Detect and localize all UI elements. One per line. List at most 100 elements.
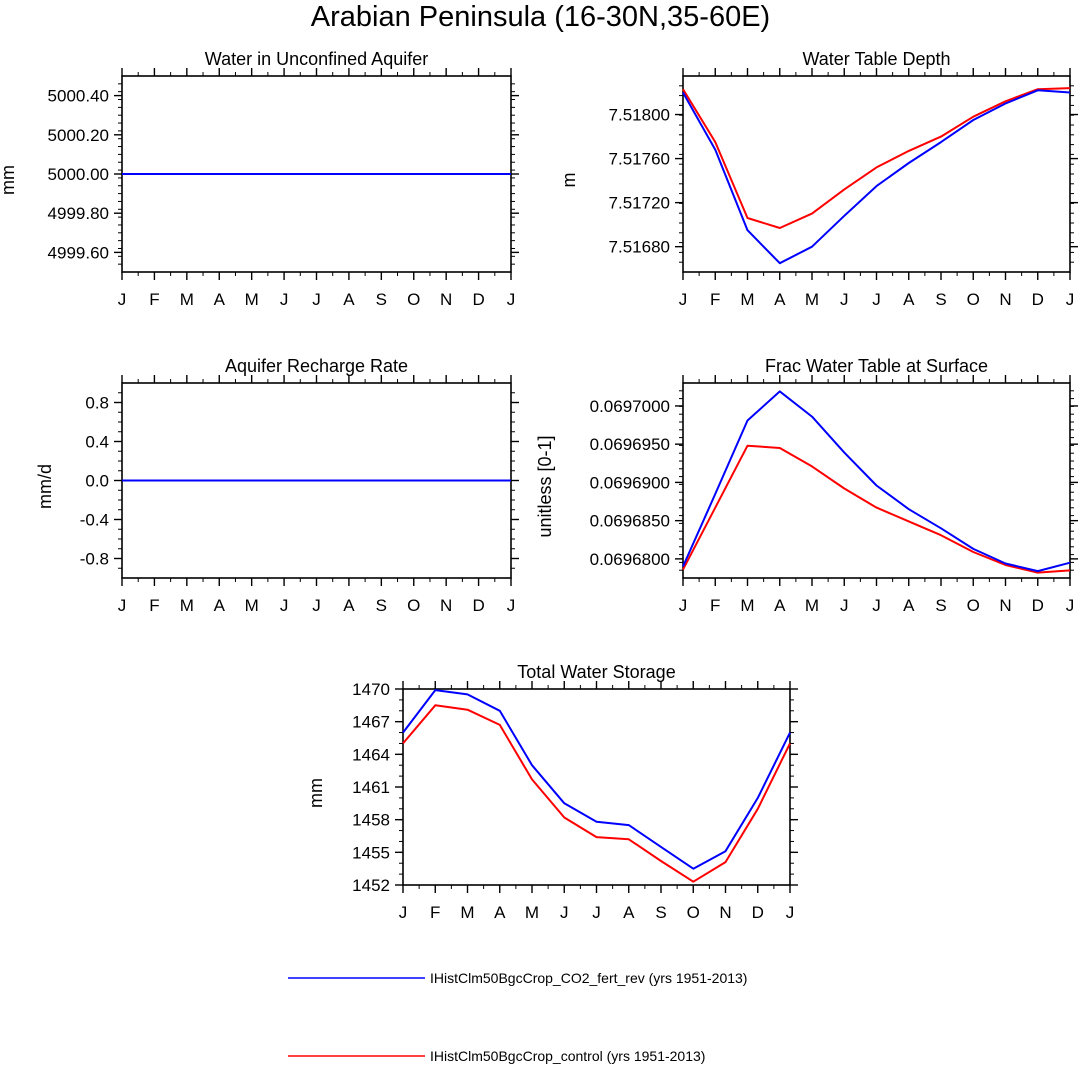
x-tick-label: O xyxy=(407,596,420,615)
y-tick-label: 1458 xyxy=(352,811,390,830)
x-tick-label: J xyxy=(1066,596,1075,615)
x-tick-label: O xyxy=(967,596,980,615)
x-tick-label: S xyxy=(655,903,666,922)
series-line-1 xyxy=(402,689,791,870)
y-tick-label: 0.0696900 xyxy=(590,473,670,492)
x-tick-label: A xyxy=(774,290,786,309)
legend-label-1: IHistClm50BgcCrop_CO2_fert_rev (yrs 1951… xyxy=(430,970,747,986)
y-tick-label: 4999.80 xyxy=(48,204,109,223)
x-tick-label: J xyxy=(872,596,881,615)
y-tick-label: 5000.20 xyxy=(48,126,109,145)
y-tick-label: 5000.00 xyxy=(48,165,109,184)
x-tick-label: J xyxy=(312,596,321,615)
x-tick-label: D xyxy=(752,903,764,922)
y-tick-label: 0.4 xyxy=(85,433,109,452)
x-tick-label: A xyxy=(623,903,635,922)
y-tick-label: 0.0697000 xyxy=(590,397,670,416)
legend: IHistClm50BgcCrop_CO2_fert_rev (yrs 1951… xyxy=(288,970,747,1064)
x-tick-label: D xyxy=(1032,596,1044,615)
x-tick-label: J xyxy=(1066,290,1075,309)
x-tick-label: J xyxy=(786,903,795,922)
x-tick-label: M xyxy=(245,290,259,309)
y-tick-label: -0.4 xyxy=(80,511,109,530)
y-tick-label: 1461 xyxy=(352,778,390,797)
y-tick-label: 7.51760 xyxy=(609,150,670,169)
panel-title: Water in Unconfined Aquifer xyxy=(205,49,428,69)
y-axis-label: mm/d xyxy=(35,464,55,509)
x-tick-label: N xyxy=(440,596,452,615)
y-tick-label: 5000.40 xyxy=(48,87,109,106)
panel-title: Frac Water Table at Surface xyxy=(765,356,988,376)
y-tick-label: 0.8 xyxy=(85,394,109,413)
x-tick-label: A xyxy=(214,290,226,309)
x-tick-label: M xyxy=(740,596,754,615)
x-tick-label: J xyxy=(280,596,289,615)
y-tick-label: 1470 xyxy=(352,680,390,699)
y-tick-label: 1455 xyxy=(352,843,390,862)
x-tick-label: F xyxy=(430,903,440,922)
x-tick-label: J xyxy=(840,596,849,615)
x-tick-label: F xyxy=(149,596,159,615)
y-tick-label: 7.51800 xyxy=(609,106,670,125)
legend-label-2: IHistClm50BgcCrop_control (yrs 1951-2013… xyxy=(430,1048,705,1064)
x-tick-label: N xyxy=(999,596,1011,615)
x-tick-label: S xyxy=(935,290,946,309)
x-tick-label: F xyxy=(149,290,159,309)
x-tick-label: J xyxy=(507,596,516,615)
figure-title: Arabian Peninsula (16-30N,35-60E) xyxy=(310,1,771,33)
x-tick-label: O xyxy=(407,290,420,309)
x-tick-label: D xyxy=(472,290,484,309)
x-tick-label: O xyxy=(687,903,700,922)
x-tick-label: S xyxy=(376,596,387,615)
series-line-2 xyxy=(402,704,791,883)
x-tick-label: J xyxy=(312,290,321,309)
y-tick-label: 7.51680 xyxy=(609,238,670,257)
panel-title: Aquifer Recharge Rate xyxy=(225,356,408,376)
x-tick-label: A xyxy=(774,596,786,615)
x-tick-label: A xyxy=(343,596,355,615)
y-tick-label: 0.0696950 xyxy=(590,435,670,454)
x-tick-label: S xyxy=(376,290,387,309)
plot-frame xyxy=(682,75,1071,273)
y-tick-label: 0.0 xyxy=(85,472,109,491)
y-tick-label: 1464 xyxy=(352,745,390,764)
x-tick-label: N xyxy=(999,290,1011,309)
x-tick-label: J xyxy=(592,903,601,922)
x-tick-label: M xyxy=(740,290,754,309)
x-tick-label: A xyxy=(214,596,226,615)
x-tick-label: D xyxy=(472,596,484,615)
x-tick-label: S xyxy=(935,596,946,615)
x-tick-label: A xyxy=(494,903,506,922)
x-tick-label: D xyxy=(1032,290,1044,309)
y-tick-label: 1467 xyxy=(352,713,390,732)
x-tick-label: A xyxy=(903,596,915,615)
x-tick-label: N xyxy=(440,290,452,309)
series-line-1 xyxy=(682,89,1071,265)
panel-title: Total Water Storage xyxy=(517,662,675,682)
x-tick-label: M xyxy=(245,596,259,615)
x-tick-label: J xyxy=(399,903,408,922)
series-line-2 xyxy=(682,444,1071,574)
x-tick-label: J xyxy=(840,290,849,309)
x-tick-label: M xyxy=(180,596,194,615)
x-tick-label: M xyxy=(460,903,474,922)
x-tick-label: A xyxy=(903,290,915,309)
series-line-2 xyxy=(682,87,1071,229)
x-tick-label: A xyxy=(343,290,355,309)
x-tick-label: M xyxy=(525,903,539,922)
x-tick-label: M xyxy=(805,596,819,615)
x-tick-label: J xyxy=(560,903,569,922)
x-tick-label: F xyxy=(710,290,720,309)
x-tick-label: M xyxy=(805,290,819,309)
x-tick-label: J xyxy=(280,290,289,309)
x-tick-label: M xyxy=(180,290,194,309)
plot-frame xyxy=(402,688,791,886)
x-tick-label: J xyxy=(507,290,516,309)
y-tick-label: -0.8 xyxy=(80,550,109,569)
y-axis-label: m xyxy=(559,173,579,188)
y-tick-label: 4999.60 xyxy=(48,243,109,262)
